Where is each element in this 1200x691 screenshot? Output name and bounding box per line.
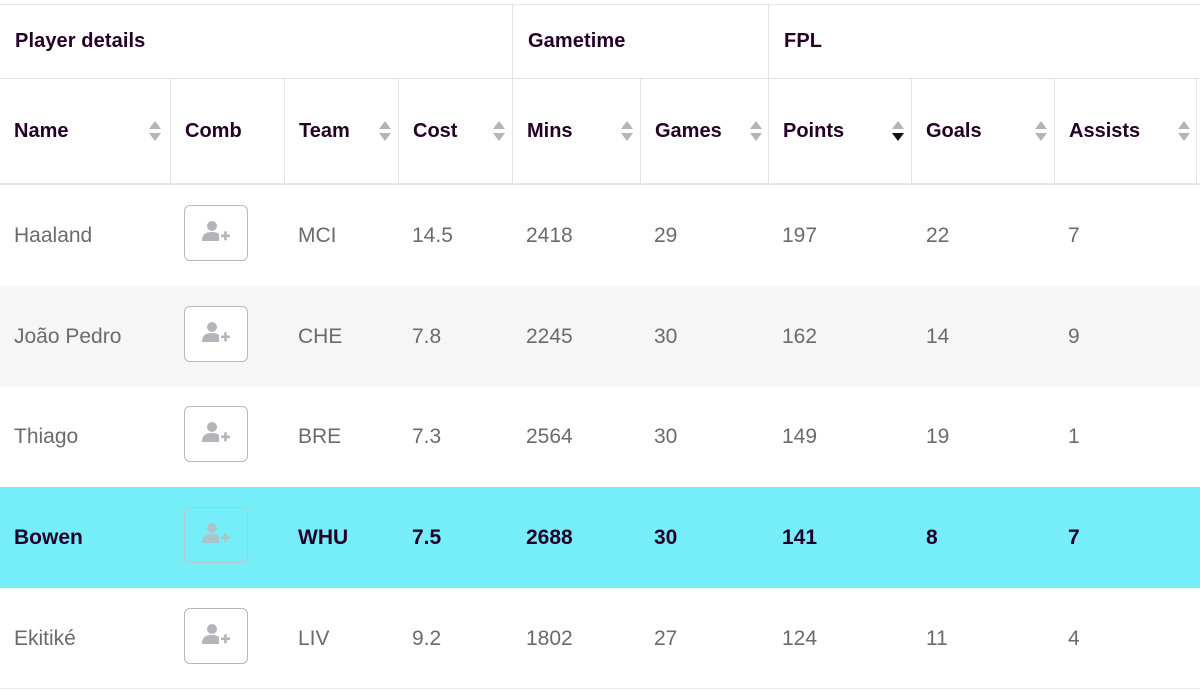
table-row[interactable]: João Pedro CHE 7.8 2245 30 162 14 9: [0, 286, 1200, 387]
column-label-assists: Assists: [1069, 119, 1141, 142]
cell-games: 30: [654, 324, 678, 348]
cell-games: 30: [654, 525, 678, 549]
cell-assists: 4: [1068, 626, 1080, 650]
column-header-points[interactable]: Points: [768, 79, 911, 183]
cell-mins: 2564: [526, 424, 573, 448]
add-to-comb-button[interactable]: [184, 406, 248, 462]
cell-games: 30: [654, 424, 678, 448]
add-to-comb-button[interactable]: [184, 608, 248, 664]
sort-arrows-icon[interactable]: [492, 120, 506, 142]
cell-points: 141: [782, 525, 818, 549]
cell-games: 27: [654, 626, 678, 650]
cell-assists: 9: [1068, 324, 1080, 348]
cell-points: 149: [782, 424, 818, 448]
cell-games: 29: [654, 223, 678, 247]
add-user-icon: [200, 521, 232, 550]
cell-points: 162: [782, 324, 818, 348]
column-label-comb: Comb: [185, 119, 242, 142]
column-header-cost[interactable]: Cost: [398, 79, 512, 183]
cell-team: BRE: [298, 424, 342, 448]
column-header-comb: Comb: [170, 79, 284, 183]
column-header-games[interactable]: Games: [640, 79, 768, 183]
sort-arrows-icon[interactable]: [378, 120, 392, 142]
table-bottom-border: [0, 688, 1200, 689]
add-user-icon: [200, 219, 232, 248]
column-label-team: Team: [299, 119, 350, 142]
table-top-border: [0, 4, 1200, 5]
cell-points: 124: [782, 626, 818, 650]
cell-mins: 2418: [526, 223, 573, 247]
column-header-name[interactable]: Name: [0, 79, 170, 183]
sort-arrows-icon[interactable]: [1034, 120, 1048, 142]
column-label-name: Name: [14, 119, 69, 142]
column-label-cost: Cost: [413, 119, 458, 142]
column-label-goals: Goals: [926, 119, 982, 142]
cell-cost: 14.5: [412, 223, 453, 247]
sort-arrows-icon[interactable]: [1177, 120, 1191, 142]
cell-mins: 2688: [526, 525, 573, 549]
add-user-icon: [200, 622, 232, 651]
cell-assists: 7: [1068, 525, 1080, 549]
group-player-details: Player details: [15, 29, 146, 52]
column-header-mins[interactable]: Mins: [512, 79, 640, 183]
cell-mins: 2245: [526, 324, 573, 348]
group-gametime: Gametime: [512, 4, 768, 78]
cell-points: 197: [782, 223, 818, 247]
add-user-icon: [200, 320, 232, 349]
cell-cost: 7.8: [412, 324, 442, 348]
cell-cost: 7.3: [412, 424, 442, 448]
column-header-assists[interactable]: Assists: [1054, 79, 1197, 183]
cell-name: Bowen: [14, 525, 83, 549]
cell-team: WHU: [298, 525, 349, 549]
cell-cost: 7.5: [412, 525, 442, 549]
sort-arrows-icon[interactable]: [749, 120, 763, 142]
cell-goals: 19: [926, 424, 950, 448]
cell-name: Haaland: [14, 223, 93, 247]
cell-goals: 14: [926, 324, 950, 348]
cell-cost: 9.2: [412, 626, 442, 650]
sort-arrows-icon[interactable]: [620, 120, 634, 142]
cell-name: Ekitiké: [14, 626, 76, 650]
sort-arrows-icon[interactable]: [148, 120, 162, 142]
cell-goals: 8: [926, 525, 938, 549]
group-fpl: FPL: [768, 4, 1200, 78]
table-row[interactable]: Thiago BRE 7.3 2564 30 149 19 1: [0, 386, 1200, 487]
table-row-highlighted[interactable]: Bowen WHU 7.5 2688 30 141 8 7: [0, 487, 1200, 588]
column-label-mins: Mins: [527, 119, 573, 142]
column-label-points: Points: [783, 119, 845, 142]
column-header-row: Name Comb Team Cost Mins Gam: [0, 79, 1200, 185]
cell-assists: 1: [1068, 424, 1080, 448]
cell-mins: 1802: [526, 626, 573, 650]
cell-name: João Pedro: [14, 324, 122, 348]
group-header-row: Player details Gametime FPL: [0, 4, 1200, 79]
cell-assists: 7: [1068, 223, 1080, 247]
add-user-icon: [200, 420, 232, 449]
cell-goals: 22: [926, 223, 950, 247]
table-row[interactable]: Ekitiké LIV 9.2 1802 27 124 11 4: [0, 588, 1200, 689]
sort-descending-icon[interactable]: [891, 120, 905, 142]
cell-goals: 11: [926, 626, 948, 650]
table-row[interactable]: Haaland MCI 14.5 2418 29 197 22 7: [0, 185, 1200, 286]
cell-team: CHE: [298, 324, 343, 348]
column-header-team[interactable]: Team: [284, 79, 398, 183]
cell-name: Thiago: [14, 424, 79, 448]
cell-team: LIV: [298, 626, 330, 650]
add-to-comb-button[interactable]: [184, 507, 248, 563]
column-label-games: Games: [655, 119, 722, 142]
add-to-comb-button[interactable]: [184, 205, 248, 261]
cell-team: MCI: [298, 223, 337, 247]
add-to-comb-button[interactable]: [184, 306, 248, 362]
column-header-goals[interactable]: Goals: [911, 79, 1054, 183]
